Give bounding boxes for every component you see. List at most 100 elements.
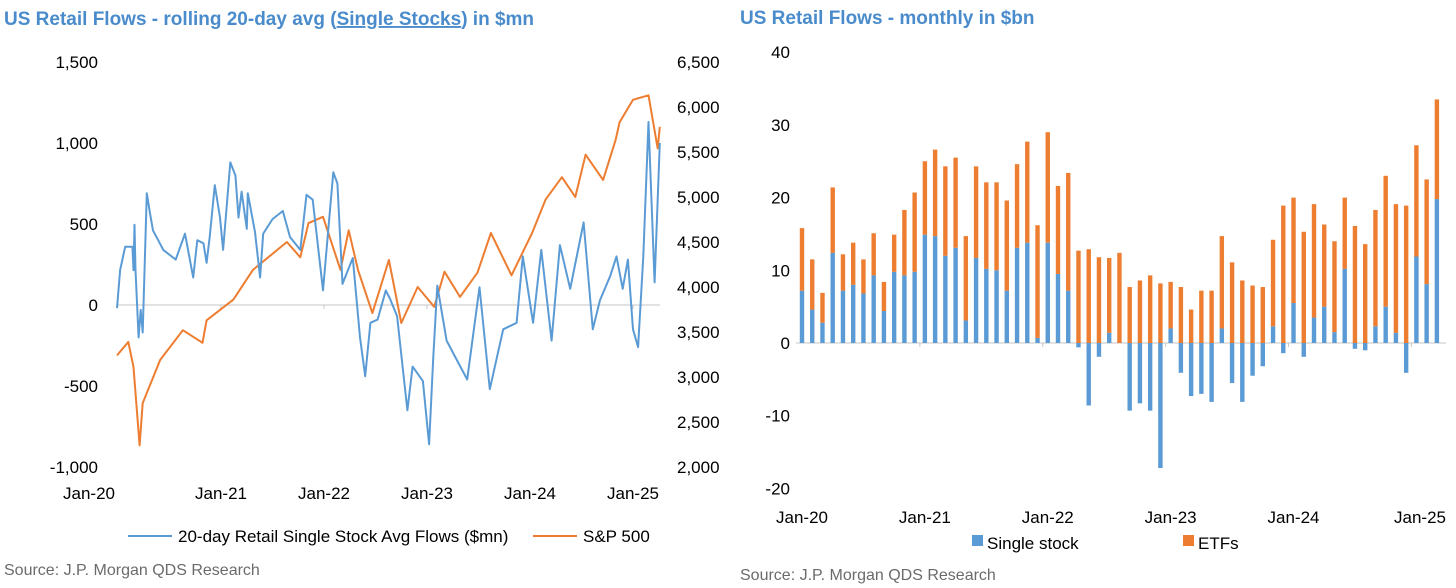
- bar-single-stock: [963, 320, 969, 343]
- x-tick-label: Jan-21: [195, 484, 247, 503]
- bar-etfs: [1086, 249, 1091, 343]
- bar-single-stock: [1352, 343, 1358, 349]
- legend-label-flows: 20-day Retail Single Stock Avg Flows ($m…: [178, 527, 508, 546]
- bar-single-stock: [810, 309, 815, 343]
- bar-single-stock: [943, 255, 948, 343]
- legend-label-etfs: ETFs: [1198, 534, 1239, 553]
- bar-etfs: [1393, 204, 1399, 333]
- bar-etfs: [1188, 309, 1194, 343]
- right-y-tick-label: 5,500: [677, 143, 720, 162]
- bar-etfs: [1035, 225, 1040, 338]
- bar-etfs: [1332, 241, 1337, 333]
- bar-etfs: [1311, 204, 1317, 318]
- bar-single-stock: [1250, 343, 1255, 376]
- right-y-tick-label: 2,000: [677, 458, 720, 477]
- x-tick-label: Jan-24: [1268, 508, 1320, 527]
- bar-etfs: [1281, 205, 1286, 343]
- right-chart: US Retail Flows - monthly in $bn 40 30 20 1…: [740, 8, 1446, 584]
- left-chart-title: US Retail Flows - rolling 20-day avg (Si…: [4, 9, 534, 30]
- bar-single-stock: [1403, 343, 1409, 373]
- bar-etfs: [1291, 197, 1296, 304]
- bar-single-stock: [1332, 332, 1337, 343]
- bar-etfs: [1137, 280, 1143, 343]
- left-y-tick-label: -1,000: [50, 458, 98, 477]
- bar-single-stock: [1414, 256, 1419, 343]
- bar-etfs: [963, 236, 969, 321]
- bar-etfs: [902, 209, 907, 276]
- right-y-tick-label: 4,500: [677, 233, 720, 252]
- right-y-tick-label: 5,000: [677, 188, 720, 207]
- bar-single-stock: [1014, 247, 1020, 343]
- left-source: Source: J.P. Morgan QDS Research: [4, 562, 260, 579]
- bar-etfs: [1014, 164, 1020, 248]
- x-tick-label: Jan-20: [63, 484, 115, 503]
- bar-etfs: [830, 187, 835, 253]
- bar-etfs: [1076, 250, 1081, 343]
- bar-single-stock: [1066, 290, 1071, 343]
- bar-single-stock: [1045, 242, 1050, 343]
- bar-etfs: [1004, 200, 1009, 291]
- x-tick-label: Jan-20: [776, 508, 828, 527]
- x-tick-label: Jan-25: [1394, 508, 1446, 527]
- legend-swatch-etfs: [1183, 535, 1194, 546]
- bar-etfs: [1260, 287, 1265, 343]
- bar-single-stock: [840, 290, 846, 343]
- bar-single-stock: [912, 271, 917, 343]
- bar-single-stock: [1096, 343, 1102, 357]
- bar-single-stock: [1209, 343, 1214, 402]
- bar-etfs: [984, 182, 989, 269]
- bar-single-stock: [830, 252, 835, 343]
- bar-single-stock: [1076, 343, 1081, 348]
- bar-single-stock: [891, 271, 897, 343]
- bar-single-stock: [820, 322, 825, 343]
- bar-etfs: [1209, 290, 1214, 343]
- bar-etfs: [1414, 145, 1419, 257]
- x-tick-label: Jan-21: [899, 508, 951, 527]
- right-y-tick-label: 2,500: [677, 413, 720, 432]
- bar-single-stock: [861, 293, 866, 343]
- bar-etfs: [953, 157, 958, 248]
- bar-etfs: [1107, 257, 1112, 333]
- bar-single-stock: [1137, 343, 1143, 404]
- x-tick-label: Jan-23: [401, 484, 453, 503]
- bar-single-stock: [1107, 332, 1112, 343]
- bar-single-stock: [1291, 303, 1296, 343]
- left-y-tick-label: -500: [64, 377, 98, 396]
- y-tick-label: 0: [781, 334, 790, 353]
- right-y-tick-label: 6,000: [677, 98, 720, 117]
- bar-single-stock: [1260, 343, 1265, 367]
- bar-single-stock: [1281, 343, 1286, 354]
- bar-single-stock: [902, 275, 907, 343]
- bar-etfs: [810, 259, 815, 310]
- bar-etfs: [1127, 287, 1132, 343]
- bar-single-stock: [1199, 343, 1204, 394]
- bar-etfs: [891, 234, 897, 272]
- bar-single-stock: [1301, 343, 1306, 357]
- right-source: Source: J.P. Morgan QDS Research: [740, 567, 996, 584]
- x-tick-label: Jan-22: [298, 484, 350, 503]
- bar-etfs: [973, 166, 979, 258]
- bar-single-stock: [1363, 343, 1368, 351]
- left-y-tick-label: 1,500: [55, 53, 98, 72]
- bar-etfs: [1403, 205, 1409, 343]
- right-y-tick-label: 3,500: [677, 323, 720, 342]
- bar-etfs: [932, 149, 938, 237]
- left-y-tick-label: 1,000: [55, 134, 98, 153]
- x-tick-label: Jan-24: [504, 484, 556, 503]
- left-y-axis-ticks: 1,500 1,000 500 0 -500 -1,000: [50, 53, 98, 477]
- bar-etfs: [912, 192, 917, 272]
- y-tick-label: -10: [765, 407, 790, 426]
- left-y-tick-label: 500: [70, 215, 98, 234]
- bar-etfs: [1158, 283, 1163, 343]
- bar-etfs: [1352, 225, 1358, 343]
- bar-single-stock: [871, 275, 876, 343]
- x-tick-label: Jan-25: [607, 484, 659, 503]
- right-y-tick-label: 4,000: [677, 278, 720, 297]
- bar-single-stock: [994, 270, 999, 343]
- legend: 20-day Retail Single Stock Avg Flows ($m…: [128, 527, 650, 546]
- bar-single-stock: [1322, 306, 1327, 343]
- bar-single-stock: [1168, 328, 1173, 343]
- bar-etfs: [1117, 252, 1122, 343]
- bar-etfs: [881, 281, 887, 312]
